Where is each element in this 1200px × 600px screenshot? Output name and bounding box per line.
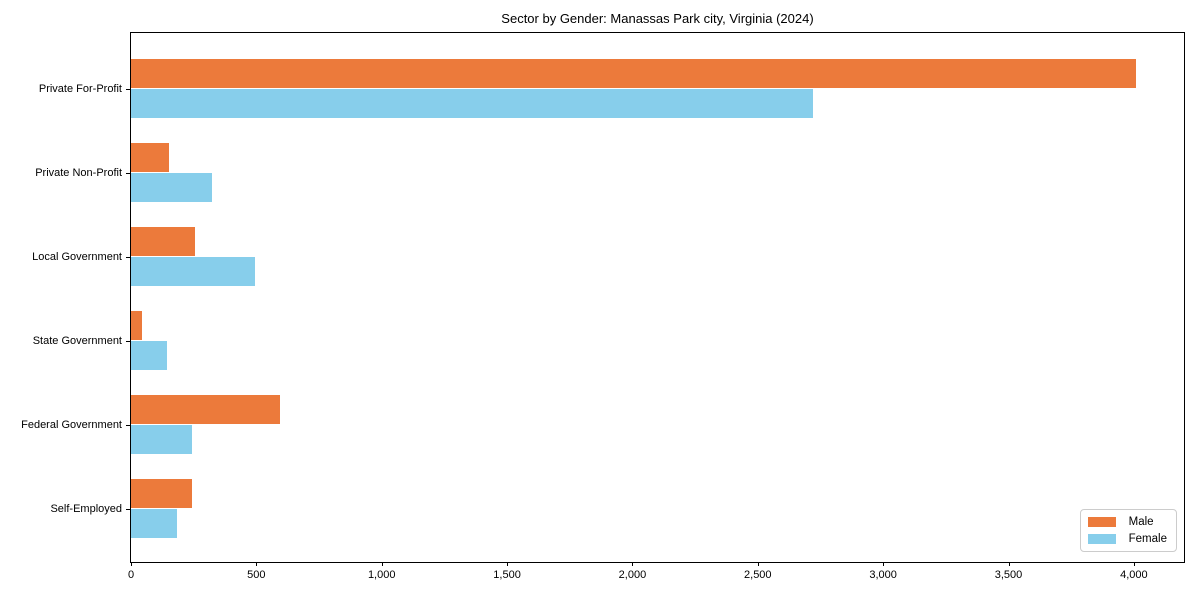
male-color-swatch <box>1087 517 1116 527</box>
y-tick-mark <box>126 88 130 90</box>
y-axis-label-self-employed: Self-Employed <box>50 502 122 515</box>
x-tick-label-3000: 3,000 <box>869 569 897 581</box>
bar-male-self-employed <box>131 479 193 509</box>
female-color-swatch <box>1087 534 1116 544</box>
x-tick-label-2500: 2,500 <box>744 569 772 581</box>
chart-title: Sector by Gender: Manassas Park city, Vi… <box>501 11 814 26</box>
x-tick-label-1500: 1,500 <box>493 569 521 581</box>
bar-female-private-non-profit <box>131 172 213 202</box>
bar-female-private-for-profit <box>131 88 813 118</box>
bar-male-local-government <box>131 227 195 257</box>
legend: Male Female <box>1079 509 1177 552</box>
x-tick-label-3500: 3,500 <box>994 569 1023 581</box>
x-tick-label-500: 500 <box>247 569 266 581</box>
legend-label-female: Female <box>1128 533 1167 545</box>
y-tick-mark <box>126 256 130 258</box>
bar-female-local-government <box>131 256 256 286</box>
x-tick-mark <box>1008 562 1010 566</box>
bar-male-state-government <box>131 311 143 341</box>
bar-female-self-employed <box>131 508 178 538</box>
legend-item-female: Female <box>1087 533 1167 545</box>
x-tick-mark <box>131 562 132 566</box>
legend-label-male: Male <box>1128 516 1154 528</box>
y-axis-label-private-non-profit: Private Non-Profit <box>35 166 122 179</box>
y-tick-mark <box>126 340 130 342</box>
x-tick-mark <box>256 562 258 566</box>
bar-male-private-for-profit <box>131 59 1137 89</box>
y-tick-mark <box>126 424 130 426</box>
x-tick-mark <box>381 562 383 566</box>
legend-item-male: Male <box>1087 516 1167 528</box>
y-axis-label-private-for-profit: Private For-Profit <box>38 82 122 95</box>
plot-area: Male Female Private For-Profit Private No… <box>21 32 1185 581</box>
bar-female-federal-government <box>131 424 193 454</box>
bar-male-private-non-profit <box>131 143 169 173</box>
x-tick-label-1000: 1,000 <box>367 569 396 581</box>
bar-male-federal-government <box>131 395 281 425</box>
y-axis-label-federal-government: Federal Government <box>21 418 122 431</box>
x-tick-label-2000: 2,000 <box>618 569 647 581</box>
y-axis-label-local-government: Local Government <box>32 250 122 263</box>
x-tick-mark <box>757 562 759 566</box>
x-tick-mark <box>883 562 885 566</box>
x-tick-mark <box>632 562 634 566</box>
x-tick-mark <box>507 562 509 566</box>
y-axis-label-state-government: State Government <box>32 334 122 347</box>
x-tick-label-4000: 4,000 <box>1120 569 1148 581</box>
y-tick-mark <box>126 172 130 174</box>
x-tick-label-0: 0 <box>127 569 135 581</box>
x-tick-mark <box>1133 562 1135 566</box>
bar-female-state-government <box>131 340 168 370</box>
y-tick-mark <box>126 508 130 510</box>
